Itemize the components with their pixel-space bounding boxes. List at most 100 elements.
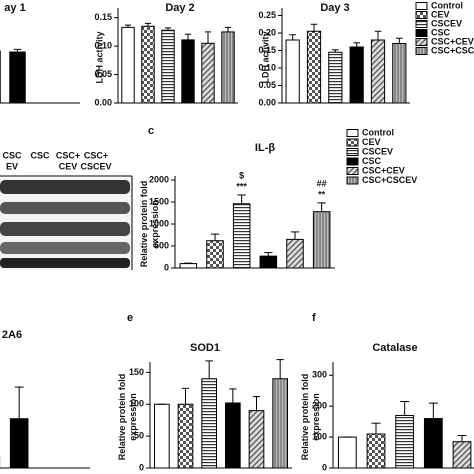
- legend-label: CEV: [362, 137, 381, 147]
- y-axis-label: LDH activity: [260, 31, 270, 83]
- bar: [349, 46, 364, 104]
- chart-title: 2A6: [2, 329, 22, 341]
- y-tick-label: 500: [154, 240, 169, 250]
- bar: [272, 378, 289, 469]
- bar: [392, 43, 407, 104]
- legend-label: Control: [431, 0, 463, 10]
- bar: [9, 51, 26, 104]
- bar: [177, 403, 194, 469]
- legend-label: CSC+CEV: [431, 36, 474, 46]
- y-axis-label: expression: [150, 200, 160, 248]
- legend-label: CEV: [431, 9, 450, 19]
- bar: [179, 263, 198, 269]
- bar: [201, 378, 218, 469]
- bar: [452, 441, 472, 469]
- legend-label: CSC: [362, 156, 382, 166]
- annotation: **: [318, 189, 326, 199]
- y-tick-label: 0.10: [258, 62, 276, 72]
- bar: [141, 25, 155, 104]
- y-tick-label: 100: [129, 399, 144, 409]
- y-axis-label: Relative protein fold: [139, 181, 149, 268]
- chart-title: SOD1: [190, 342, 220, 354]
- bar: [201, 42, 215, 104]
- bar: [181, 39, 195, 104]
- bar: [153, 403, 170, 469]
- bar: [366, 433, 386, 469]
- y-tick-label: 0: [322, 462, 327, 472]
- y-tick-label: 0.05: [94, 69, 112, 79]
- bar: [328, 51, 343, 104]
- bar: [312, 211, 331, 269]
- legend-label: CSC+CSCE: [431, 45, 474, 55]
- legend-swatch: [346, 167, 359, 175]
- legend-swatch: [415, 47, 428, 55]
- legend-label: Control: [362, 127, 394, 137]
- chart-title: Day 2: [165, 2, 194, 14]
- legend-swatch: [346, 176, 359, 185]
- legend-swatch: [415, 2, 428, 10]
- y-tick-label: 1000: [149, 218, 169, 228]
- y-tick-label: 1500: [149, 196, 169, 206]
- bar: [423, 418, 443, 469]
- y-axis-label: Relative protein fold: [117, 374, 127, 461]
- panel-label: e: [127, 312, 133, 324]
- lane-label: CSC+: [56, 150, 80, 160]
- legend-swatch: [346, 148, 359, 156]
- legend-swatch: [346, 138, 359, 147]
- legend-label: CSC+CEV: [362, 165, 405, 175]
- bar: [286, 238, 304, 269]
- chart-title: Day 3: [320, 2, 349, 14]
- chart-title: ay 1: [4, 2, 25, 14]
- annotation: $: [239, 170, 244, 180]
- legend-label: CSCEV: [362, 146, 393, 156]
- y-tick-label: 200: [312, 401, 327, 411]
- chart-title: Catalase: [372, 342, 417, 354]
- annotation: ##: [317, 178, 327, 188]
- legend-label: CSC+CSCEV: [362, 175, 417, 185]
- legend-label: CSC: [431, 27, 451, 37]
- y-axis-label: Relative protein fold: [300, 374, 310, 461]
- bar: [221, 31, 235, 104]
- chart-title: IL-β: [255, 142, 275, 154]
- panel-label: c: [148, 125, 154, 137]
- y-tick-label: 0.15: [258, 45, 276, 55]
- bar: [161, 29, 175, 104]
- bar: [232, 203, 251, 269]
- legend-swatch: [415, 29, 428, 37]
- lane-label: CSCEV: [80, 161, 111, 171]
- lane-label: CSC: [2, 150, 22, 160]
- y-tick-label: 50: [134, 431, 144, 441]
- legend-swatch: [346, 157, 359, 166]
- bar: [337, 436, 357, 469]
- bar: [395, 414, 415, 469]
- lane-label: CEV: [59, 161, 78, 171]
- y-tick-label: 300: [312, 370, 327, 380]
- bar: [9, 418, 29, 469]
- bar: [206, 240, 224, 269]
- lane-label: CSC+: [84, 150, 108, 160]
- legend-swatch: [415, 38, 428, 46]
- y-tick-label: 0: [139, 462, 144, 472]
- lane-label: EV: [6, 161, 18, 171]
- lane-label: CSC: [30, 150, 50, 160]
- panel-label: f: [312, 312, 316, 324]
- bar: [285, 39, 300, 104]
- bar: [248, 410, 265, 469]
- bar: [370, 39, 386, 104]
- y-tick-label: 100: [312, 431, 327, 441]
- bar: [224, 402, 241, 469]
- y-tick-label: 0.10: [94, 41, 112, 51]
- legend-swatch: [415, 20, 428, 28]
- y-axis-label: expression: [311, 393, 321, 441]
- y-tick-label: 0.20: [258, 27, 276, 37]
- annotation: ***: [236, 181, 247, 191]
- y-axis-label: LDH activity: [94, 31, 104, 83]
- bar: [306, 30, 322, 104]
- y-tick-label: 0.05: [258, 80, 276, 90]
- y-tick-label: 0.00: [94, 97, 112, 107]
- y-tick-label: 150: [129, 367, 144, 377]
- bar: [259, 255, 278, 269]
- y-axis-label: expression: [128, 393, 138, 441]
